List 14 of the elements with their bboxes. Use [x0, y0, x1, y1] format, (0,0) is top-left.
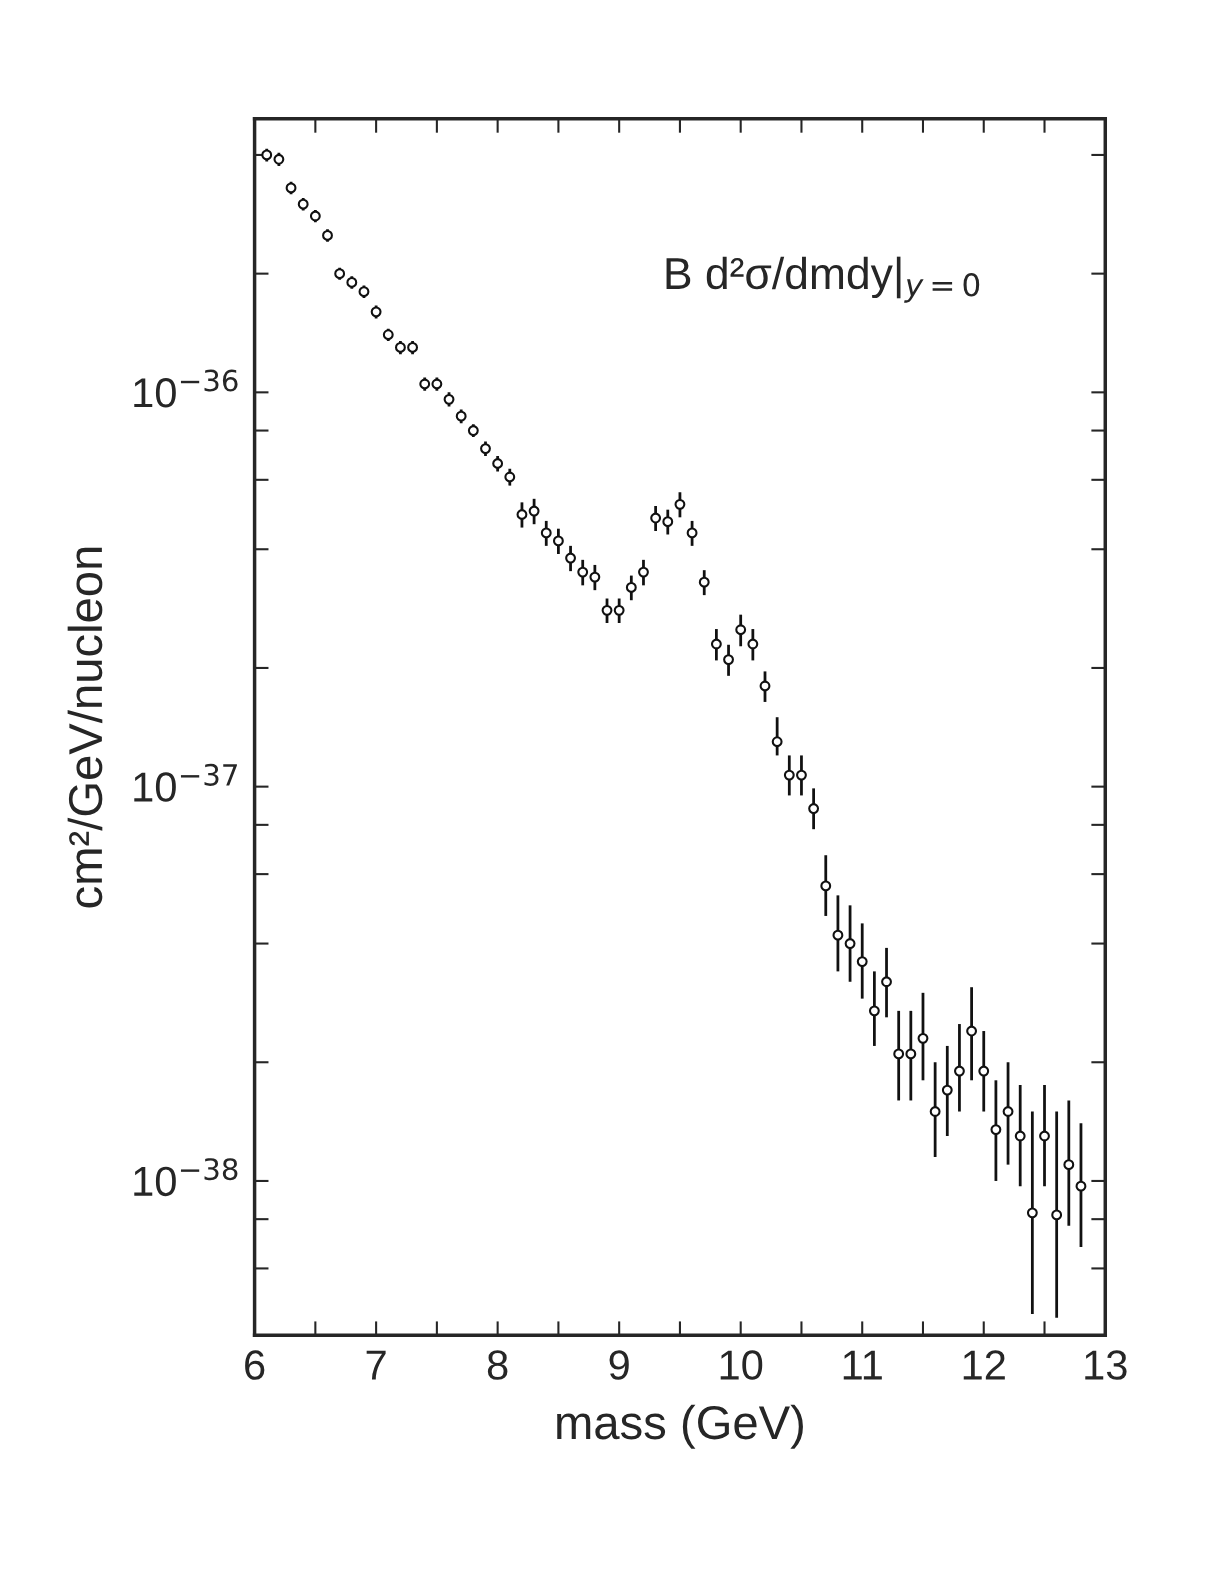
- x-tick-label: 6: [245, 1350, 265, 1380]
- y-tick-label: 10$^{−37}$: [134, 763, 237, 802]
- y-axis-title: cm²/GeV/nucleon: [67, 547, 103, 908]
- x-tick-label: 7: [366, 1350, 386, 1380]
- x-tick-label: 13: [1085, 1350, 1127, 1380]
- x-tick-label: 12: [963, 1350, 1005, 1380]
- x-axis-title: mass (GeV): [557, 1404, 803, 1449]
- x-tick-label: 10: [720, 1350, 763, 1380]
- y-tick-label: 10$^{−38}$: [134, 1158, 238, 1197]
- y-tick-label: 10$^{−36}$: [134, 369, 238, 408]
- annotation: B d²σ/dmdy|$_{y=0}$: [666, 256, 980, 303]
- x-tick-label: 9: [609, 1350, 629, 1380]
- x-tick-label: 11: [843, 1350, 882, 1380]
- x-tick-label: 8: [487, 1350, 508, 1380]
